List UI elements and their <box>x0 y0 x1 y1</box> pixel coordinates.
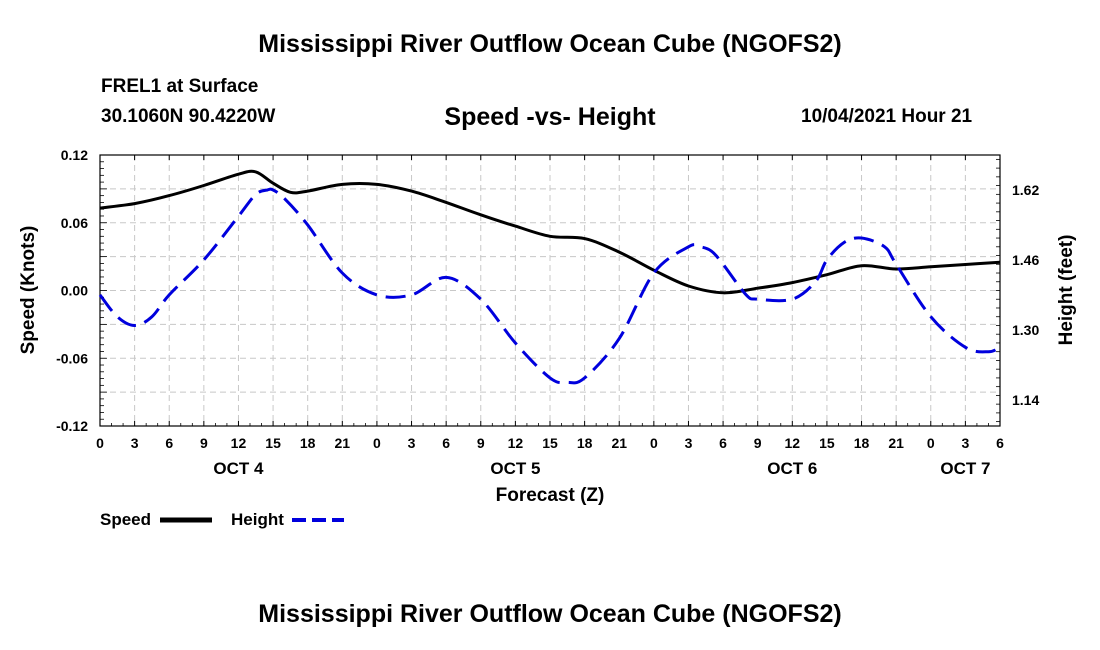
y-right-tick-label: 1.30 <box>1012 322 1039 338</box>
chart-title-bottom: Mississippi River Outflow Ocean Cube (NG… <box>258 600 842 628</box>
y-left-tick-label: -0.06 <box>56 350 88 366</box>
x-tick-label: 6 <box>996 435 1004 451</box>
y-left-tick-label: -0.12 <box>56 418 88 434</box>
x-tick-label: 6 <box>442 435 450 451</box>
chart-title-top: Mississippi River Outflow Ocean Cube (NG… <box>258 30 842 58</box>
series-line-speed <box>99 169 1001 295</box>
x-axis-title: Forecast (Z) <box>496 485 605 506</box>
axis-ticks <box>99 154 1001 427</box>
x-tick-label: 9 <box>200 435 208 451</box>
subtitle-speed-vs-height: Speed -vs- Height <box>444 103 656 131</box>
y-right-tick-label: 1.62 <box>1012 182 1039 198</box>
series-lines <box>98 169 1001 385</box>
day-label: OCT 4 <box>213 459 264 478</box>
x-tick-label: 6 <box>719 435 727 451</box>
x-tick-label: 12 <box>785 435 801 451</box>
station-label: FREL1 at Surface <box>101 76 259 97</box>
day-label: OCT 6 <box>767 459 817 478</box>
y-left-tick-label: 0.06 <box>61 215 88 231</box>
legend-speed-label: Speed <box>100 510 151 529</box>
y-left-tick-label: 0.12 <box>61 147 88 163</box>
x-tick-label: 3 <box>408 435 416 451</box>
x-tick-label: 18 <box>577 435 593 451</box>
grid <box>100 155 1000 426</box>
day-label: OCT 5 <box>490 459 540 478</box>
x-tick-label: 3 <box>961 435 969 451</box>
tick-labels: 0 3 6 9 12 15 18 21 0 3 6 9 12 15 18 21 0 3 6 9 12 15 18 21 0 3 6 0… <box>56 147 1039 478</box>
x-tick-label: 9 <box>754 435 762 451</box>
x-tick-label: 9 <box>477 435 485 451</box>
y-axis-left-title: Speed (Knots) <box>18 226 39 355</box>
x-tick-label: 3 <box>685 435 693 451</box>
x-tick-label: 21 <box>611 435 627 451</box>
x-tick-label: 0 <box>96 435 104 451</box>
series-line-height <box>98 187 1001 385</box>
forecast-timestamp: 10/04/2021 Hour 21 <box>801 106 973 127</box>
legend: Speed Height <box>100 510 344 529</box>
x-tick-label: 21 <box>888 435 904 451</box>
x-tick-label: 15 <box>265 435 281 451</box>
x-tick-label: 0 <box>373 435 381 451</box>
x-tick-label: 18 <box>300 435 316 451</box>
x-tick-label: 0 <box>650 435 658 451</box>
day-label: OCT 7 <box>940 459 990 478</box>
y-right-tick-label: 1.14 <box>1012 392 1039 408</box>
x-tick-label: 15 <box>542 435 558 451</box>
x-tick-label: 12 <box>231 435 247 451</box>
x-tick-label: 18 <box>854 435 870 451</box>
y-right-tick-label: 1.46 <box>1012 252 1039 268</box>
station-coordinates: 30.1060N 90.4220W <box>101 106 276 127</box>
x-tick-label: 12 <box>508 435 524 451</box>
x-tick-label: 0 <box>927 435 935 451</box>
x-tick-label: 15 <box>819 435 835 451</box>
x-tick-label: 6 <box>165 435 173 451</box>
x-tick-label: 3 <box>131 435 139 451</box>
legend-height-label: Height <box>231 510 284 529</box>
x-tick-label: 21 <box>335 435 351 451</box>
y-left-tick-label: 0.00 <box>61 283 88 299</box>
y-axis-right-title: Height (feet) <box>1056 235 1077 346</box>
